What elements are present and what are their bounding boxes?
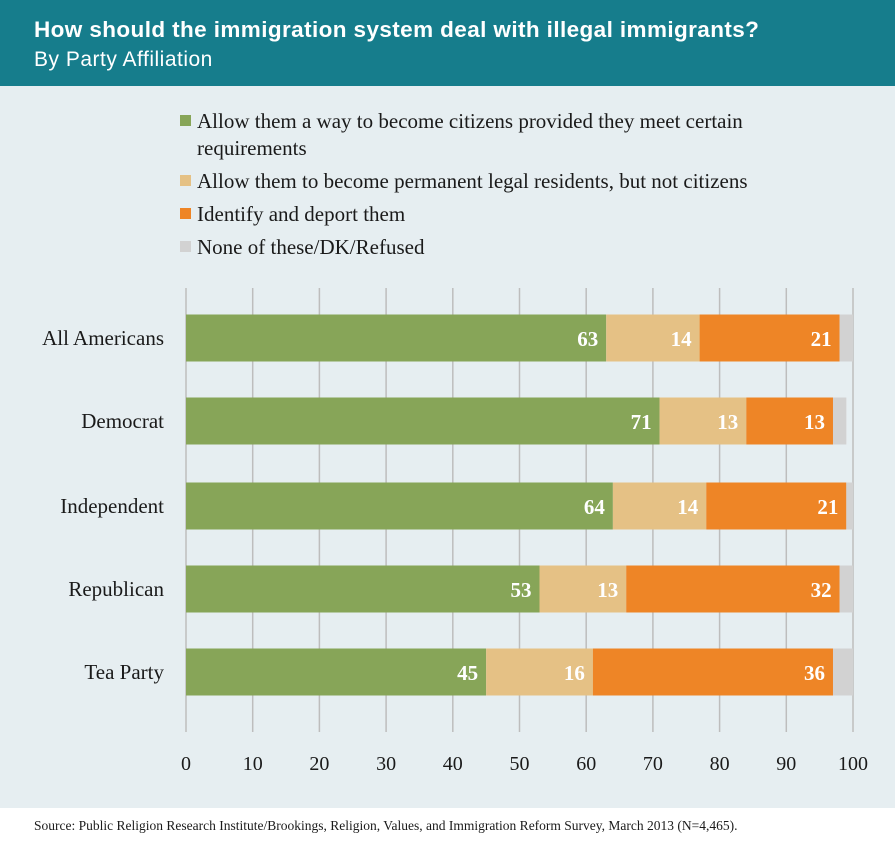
x-tick-label: 70 xyxy=(643,753,663,775)
data-label: 32 xyxy=(811,578,832,602)
bar-segment xyxy=(186,565,540,613)
bar-segment xyxy=(186,314,607,362)
chart-title: How should the immigration system deal w… xyxy=(34,17,760,42)
category-label: Independent xyxy=(60,494,164,518)
x-tick-label: 100 xyxy=(838,753,868,775)
x-tick-label: 50 xyxy=(510,753,530,775)
bar-segment xyxy=(612,482,707,530)
data-label: 13 xyxy=(717,410,738,434)
bar-segment xyxy=(746,397,833,445)
legend-label: Identify and deport them xyxy=(197,202,406,226)
legend-swatch xyxy=(180,115,191,126)
legend-label: Allow them to become permanent legal res… xyxy=(197,169,748,193)
category-label: Tea Party xyxy=(84,660,164,684)
legend-swatch xyxy=(180,241,191,252)
bar-segment xyxy=(699,314,840,362)
x-tick-label: 60 xyxy=(576,753,596,775)
data-label: 64 xyxy=(584,495,606,519)
bar-segment xyxy=(706,482,847,530)
data-label: 45 xyxy=(457,661,478,685)
legend-item: Allow them a way to become citizens prov… xyxy=(180,108,820,162)
legend-item: Identify and deport them xyxy=(180,201,820,228)
category-label: All Americans xyxy=(42,326,164,350)
legend-label: Allow them a way to become citizens prov… xyxy=(197,109,743,160)
data-label: 53 xyxy=(511,578,532,602)
chart-subtitle: By Party Affiliation xyxy=(34,48,213,71)
x-tick-label: 20 xyxy=(309,753,329,775)
bar-segment xyxy=(839,314,853,362)
data-label: 21 xyxy=(811,327,832,351)
x-tick-label: 0 xyxy=(181,753,191,775)
data-label: 63 xyxy=(577,327,598,351)
bar-segment xyxy=(592,648,833,696)
legend-item: Allow them to become permanent legal res… xyxy=(180,168,820,195)
bar-segment xyxy=(539,565,627,613)
x-tick-label: 30 xyxy=(376,753,396,775)
legend-item: None of these/DK/Refused xyxy=(180,234,820,261)
x-tick-label: 10 xyxy=(243,753,263,775)
category-label: Republican xyxy=(68,577,164,601)
x-tick-label: 80 xyxy=(710,753,730,775)
bar-segment xyxy=(186,648,487,696)
bar-segment xyxy=(486,648,593,696)
bar-segment xyxy=(846,482,853,530)
data-label: 21 xyxy=(817,495,838,519)
bar-segment xyxy=(606,314,700,362)
legend-swatch xyxy=(180,175,191,186)
source-note: Source: Public Religion Research Institu… xyxy=(34,818,738,833)
legend-label: None of these/DK/Refused xyxy=(197,235,425,259)
data-label: 13 xyxy=(804,410,825,434)
bar-chart: 63 14 21 All Americans 71 13 13 Democrat 64 14 21 I… xyxy=(42,288,868,775)
chart-header: How should the immigration system deal w… xyxy=(0,0,895,86)
data-label: 36 xyxy=(804,661,825,685)
bar-segment xyxy=(659,397,747,445)
data-label: 71 xyxy=(631,410,652,434)
bar-segment xyxy=(186,397,660,445)
legend-swatch xyxy=(180,208,191,219)
x-tick-label: 40 xyxy=(443,753,463,775)
bar-segment xyxy=(832,648,853,696)
bar-segment xyxy=(626,565,840,613)
bar-segment xyxy=(839,565,853,613)
data-label: 14 xyxy=(677,495,699,519)
bar-segment xyxy=(186,482,613,530)
data-label: 14 xyxy=(671,327,693,351)
x-tick-label: 90 xyxy=(776,753,796,775)
data-label: 16 xyxy=(564,661,585,685)
data-label: 13 xyxy=(597,578,618,602)
category-label: Democrat xyxy=(81,409,164,433)
chart-legend: Allow them a way to become citizens prov… xyxy=(180,108,820,267)
bar-segment xyxy=(832,397,847,445)
